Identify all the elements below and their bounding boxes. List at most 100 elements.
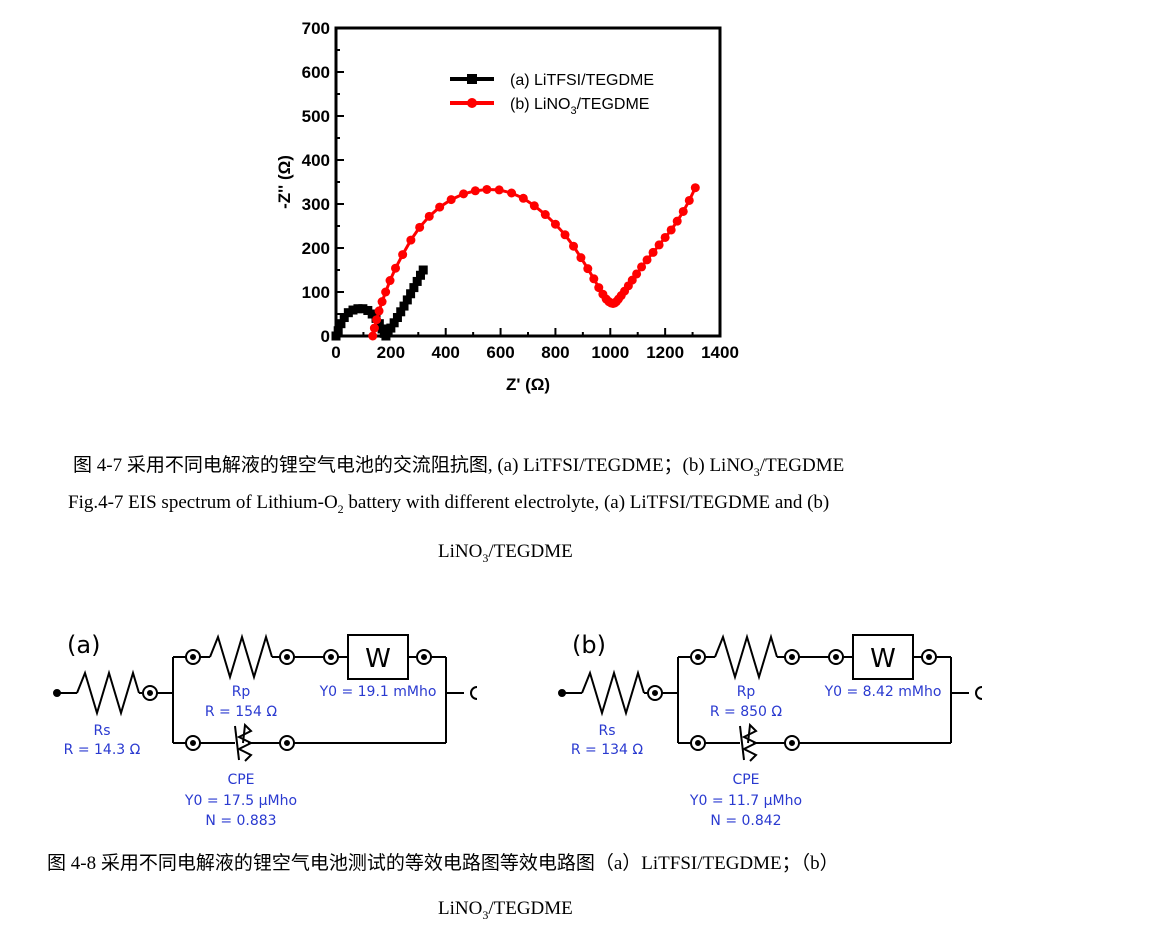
y-tick-label: 600 [302,63,330,82]
circuit-label: (b) [572,631,606,659]
data-point [399,301,409,311]
data-point [389,318,399,328]
data-point [392,313,402,323]
data-point [374,319,384,329]
axis-ticks [335,27,721,337]
rp-value: R = 154 Ω [205,704,278,720]
rp-value: R = 850 Ω [710,704,783,720]
rs-name: Rs [93,723,110,739]
data-point [594,283,604,293]
data-point [358,304,368,314]
data-point [589,274,599,284]
rp-name: Rp [737,684,756,700]
series-b [368,183,700,341]
data-point [660,232,670,242]
cpe-name: CPE [227,772,254,788]
y-tick-label: 300 [302,195,330,214]
y-tick-label: 400 [302,151,330,170]
data-point [507,188,517,198]
cpe-y0: Y0 = 17.5 μMho [184,793,297,809]
data-point [418,265,428,275]
w-value: Y0 = 19.1 mMho [319,684,437,700]
data-point [339,313,349,323]
data-point [348,305,358,315]
circuit-b: (b) W Rs R = 134 Ω Rp R = 850 Ω Y0 = 8.4… [558,631,983,829]
circuit-a: (a) W Rs R = 14.3 Ω Rp R = 154 Ω Y0 = 19… [53,631,478,829]
x-axis-label: Z' (Ω) [506,375,550,394]
rs-name: Rs [598,723,615,739]
data-point [377,297,387,307]
x-tick-label: 200 [377,343,405,362]
data-point [424,211,434,221]
y-tick-label: 0 [321,327,330,346]
data-point [494,185,504,195]
data-point [386,323,396,333]
x-tick-label: 1200 [646,343,684,362]
cpe-n: N = 0.842 [710,813,781,829]
data-point [569,241,579,251]
legend-entry-a: (a) LiTFSI/TEGDME [510,72,654,89]
x-tick-label: 600 [486,343,514,362]
data-point [560,230,570,240]
data-point [459,189,469,199]
circuit-label: (a) [67,631,100,659]
y-tick-label: 100 [302,283,330,302]
legend-marker-a [467,74,477,84]
figure-4-7-caption-en: Fig.4-7 EIS spectrum of Lithium-O2 batte… [68,492,830,516]
cpe-y0: Y0 = 11.7 μMho [689,793,802,809]
data-point [369,323,379,333]
rs-value: R = 14.3 Ω [64,742,141,758]
cpe-name: CPE [732,772,759,788]
data-point [583,264,593,274]
y-tick-label: 500 [302,107,330,126]
data-point [374,306,384,316]
data-point [333,326,343,336]
data-point [409,283,419,293]
data-point [412,276,422,286]
data-point [482,184,492,194]
data-point [690,183,700,193]
data-point [336,319,346,329]
data-point [368,331,378,341]
data-point [550,219,560,229]
data-point [398,250,408,260]
data-point [402,295,412,305]
data-point [406,289,416,299]
data-point [435,202,445,212]
figure-4-7-caption-cn: 图 4-7 采用不同电解液的锂空气电池的交流阻抗图, (a) LiTFSI/TE… [73,455,845,479]
y-tick-label: 700 [302,19,330,38]
data-point [540,210,550,220]
data-point [666,225,676,235]
data-point [637,262,647,272]
data-point [406,235,416,245]
legend-entry-b: (b) LiNO3/TEGDME [510,96,649,117]
data-point [391,263,401,273]
x-tick-label: 1400 [701,343,739,362]
rs-value: R = 134 Ω [571,742,644,758]
data-point [648,247,658,257]
data-point [672,216,682,226]
figure-4-7-caption-en-cont: LiNO3/TEGDME [438,541,573,565]
data-point [518,193,528,203]
y-tick-label: 200 [302,239,330,258]
legend: (a) LiTFSI/TEGDME (b) LiNO3/TEGDME [450,72,654,117]
tick-labels: 0 200 400 600 800 1000 1200 1400 0 100 200 300 400 50… [302,19,739,362]
data-point [678,206,688,216]
data-point [576,253,586,263]
data-point [632,269,642,279]
eis-chart: 0 200 400 600 800 1000 1200 1400 0 100 200 300 400 50… [275,19,739,394]
warburg-symbol: W [365,644,391,674]
data-point [415,222,425,232]
x-tick-label: 0 [331,343,340,362]
cpe-n: N = 0.883 [205,813,276,829]
data-point [470,186,480,196]
data-point [372,315,382,325]
data-point [353,304,363,314]
data-point [446,195,456,205]
data-point [396,307,406,317]
data-point [331,331,341,341]
data-point [415,270,425,280]
data-point [684,195,694,205]
data-point [529,201,539,211]
figure-4-8-caption-cn-cont: LiNO3/TEGDME [438,898,573,922]
